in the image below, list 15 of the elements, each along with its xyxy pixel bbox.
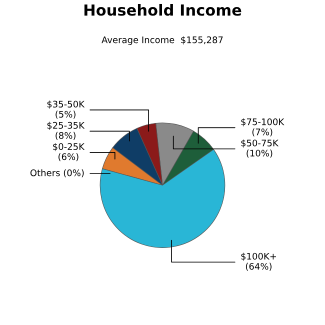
legend-label: Others (0%) (30, 169, 84, 178)
chart-title: Household Income (84, 4, 242, 16)
slice-label: $35-50K (47, 100, 85, 109)
data-label: (5%) (56, 110, 76, 119)
slice-label: $75-100K (241, 118, 284, 126)
slice-label: $50-75K (241, 139, 279, 148)
data-label: (7%) (252, 128, 272, 136)
data-label: (6%) (58, 153, 78, 162)
data-label: (10%) (246, 150, 272, 158)
slice-label: $0-25K (53, 142, 85, 152)
data-label: (64%) (246, 262, 272, 271)
slice-label: $25-35K (47, 122, 85, 130)
data-label: (8%) (56, 132, 76, 140)
slice-label: $100K+ (241, 252, 276, 261)
chart-subtitle: Average Income $155,287 (102, 36, 223, 45)
